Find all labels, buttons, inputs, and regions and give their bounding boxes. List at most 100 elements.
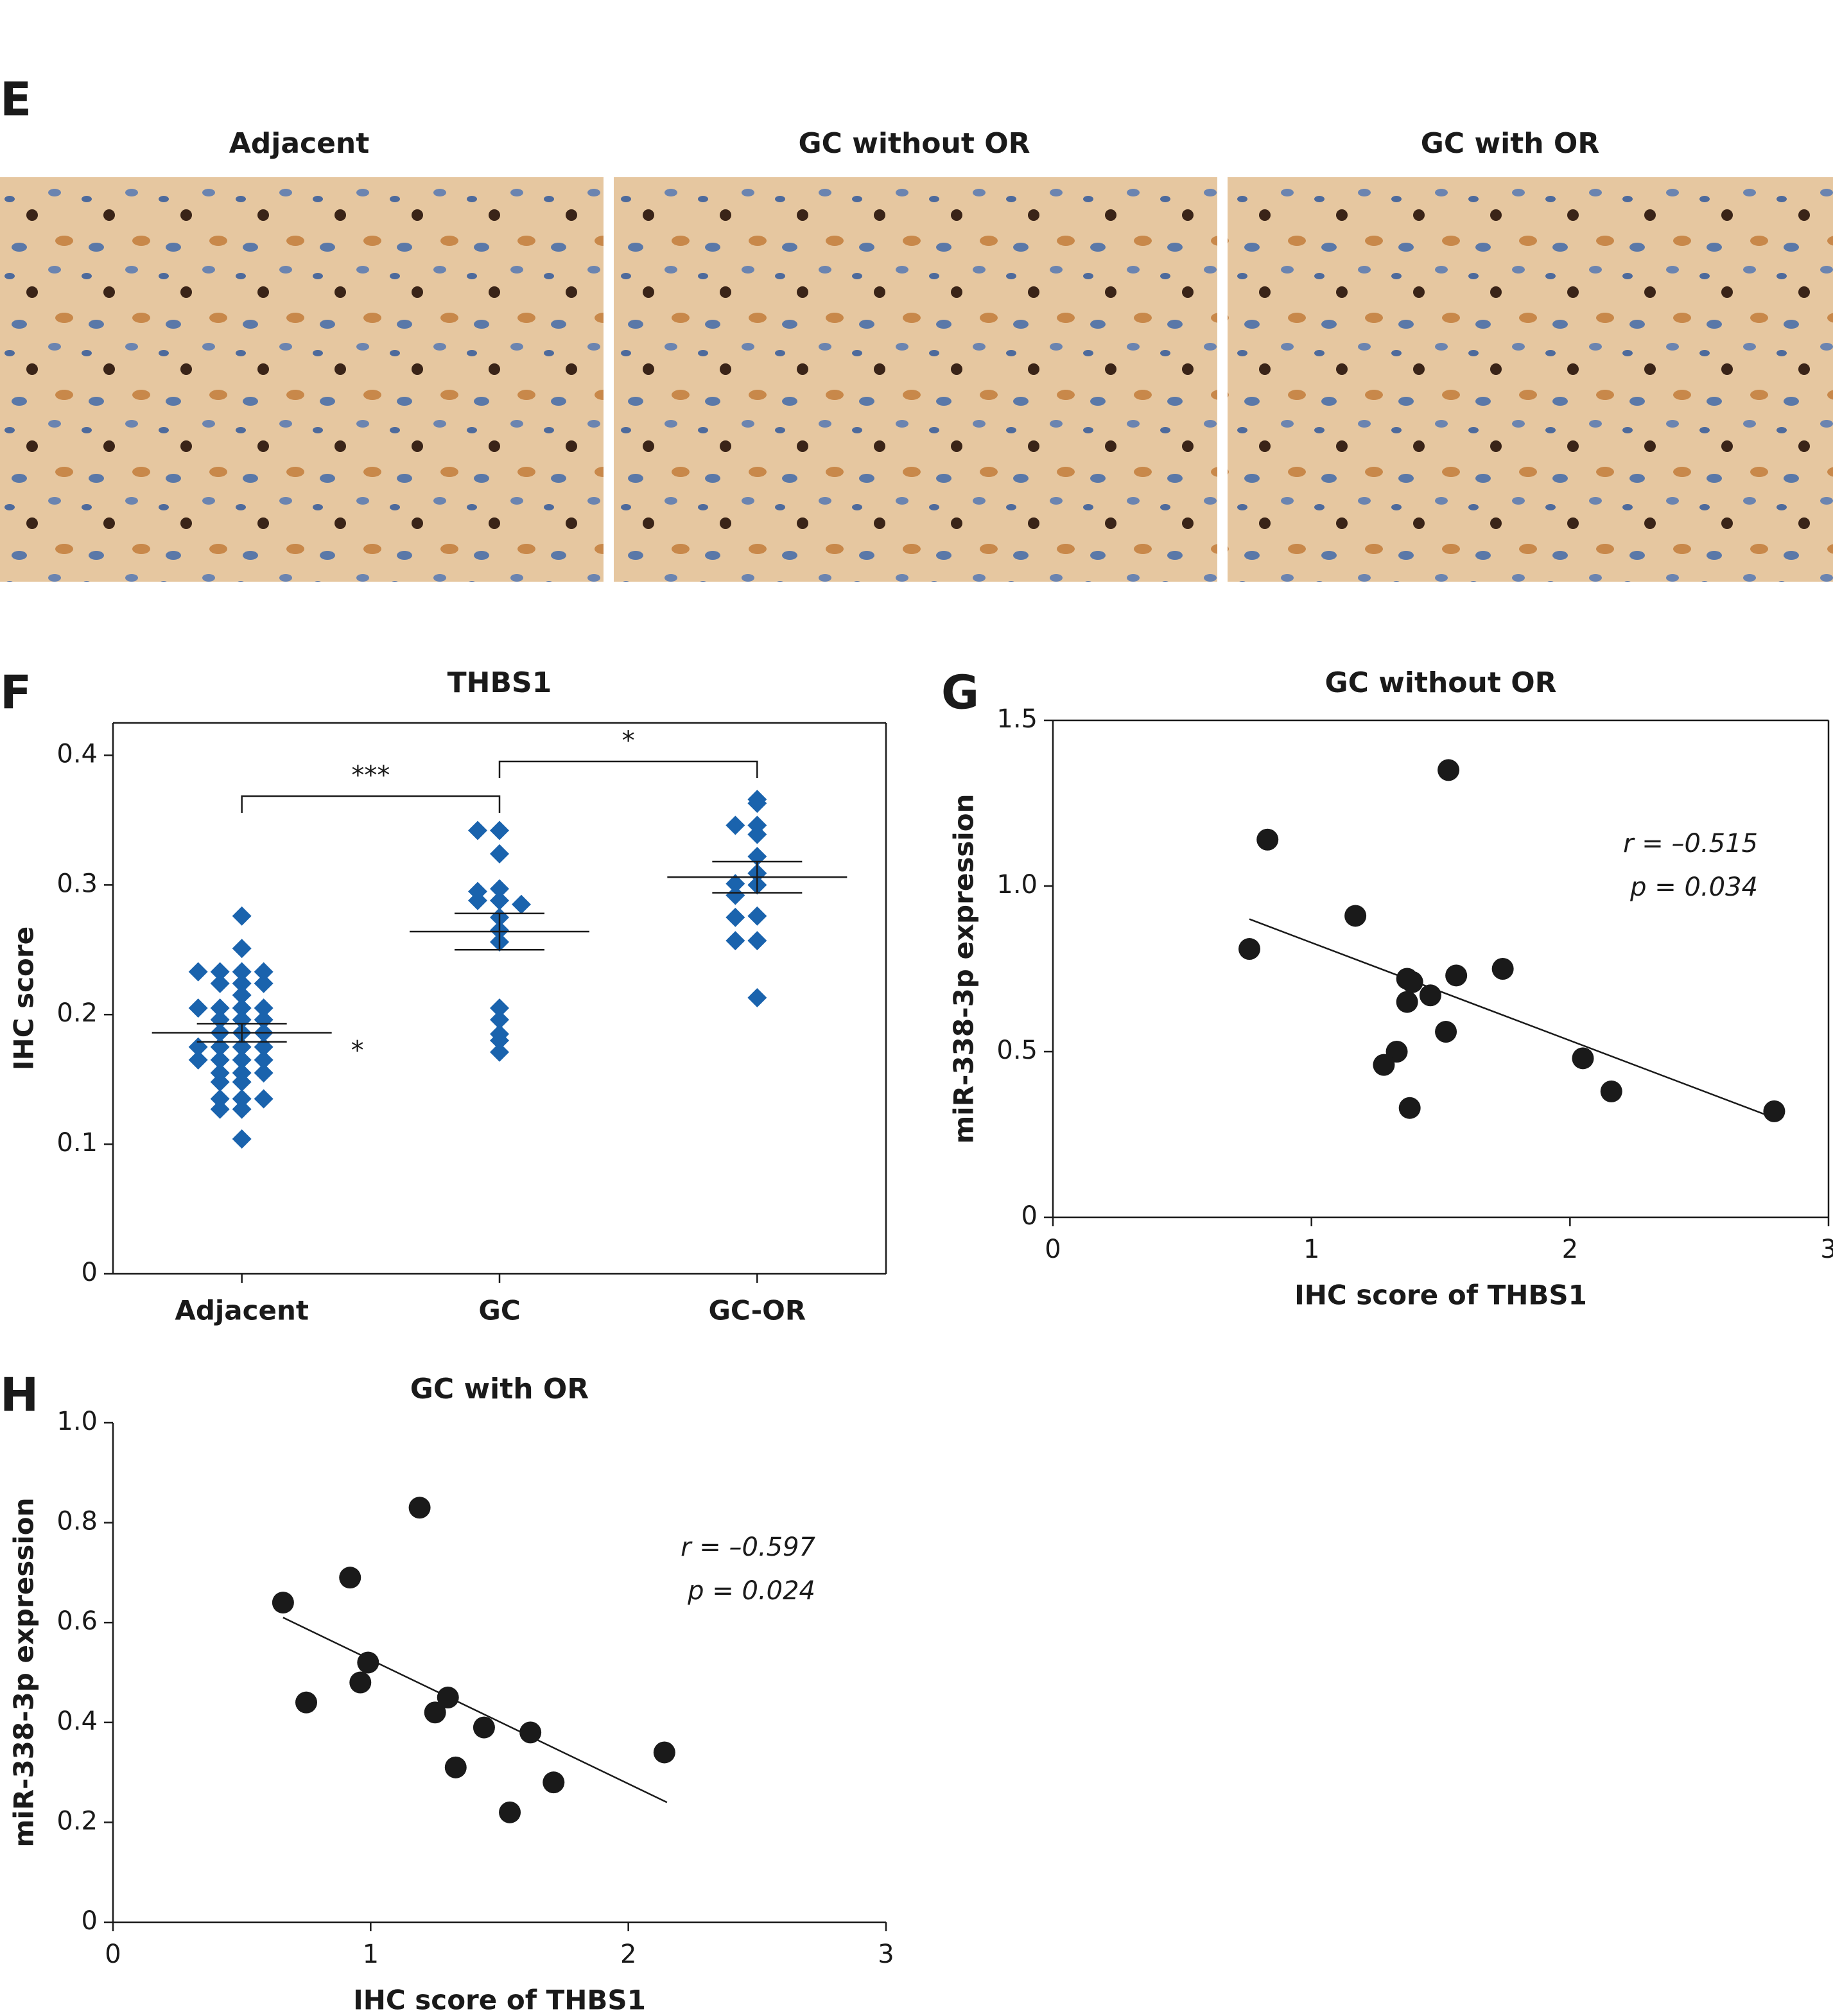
y-tick-label: 0.2 [56, 998, 98, 1028]
x-tick-label: 2 [1562, 1235, 1578, 1264]
chart-title: THBS1 [447, 666, 552, 699]
dot [232, 1089, 252, 1109]
dot [210, 1072, 230, 1092]
point [424, 1701, 446, 1724]
dot [188, 962, 208, 982]
dot [725, 907, 745, 927]
panel-letter: G [941, 666, 979, 720]
dot [210, 1099, 230, 1119]
y-axis-label: miR-338-3p expression [8, 1498, 40, 1848]
image-title: GC without OR [798, 127, 1030, 160]
dot [232, 985, 252, 1005]
image-title: GC with OR [1421, 127, 1599, 160]
dot [232, 1050, 252, 1070]
point [1763, 1100, 1785, 1122]
point [1344, 905, 1367, 927]
point [473, 1716, 495, 1739]
point [357, 1651, 379, 1674]
dot [210, 962, 230, 982]
dot [232, 962, 252, 982]
dot [725, 874, 745, 894]
point [1572, 1047, 1594, 1070]
dot [232, 998, 252, 1018]
dot [254, 1089, 274, 1109]
significance-bracket [498, 760, 758, 778]
y-tick-label: 0.3 [56, 869, 98, 898]
y-tick-label: 1.0 [56, 1407, 98, 1436]
x-tick-label: GC [478, 1295, 520, 1326]
x-axis-label: IHC score of THBS1 [353, 1985, 646, 2014]
dot [490, 844, 509, 864]
dot [490, 1030, 509, 1050]
panel-letter: F [0, 666, 31, 720]
point [408, 1497, 431, 1519]
dot [725, 931, 745, 951]
dot [747, 794, 767, 813]
x-axis-label: IHC score of THBS1 [1294, 1280, 1587, 1311]
y-tick-label: 1.0 [996, 870, 1038, 899]
dot [468, 891, 487, 910]
significance-label: * [622, 726, 635, 756]
dot [490, 1042, 509, 1062]
point [339, 1567, 361, 1589]
histology-image [0, 177, 604, 582]
dot [490, 879, 509, 899]
dot [490, 891, 509, 910]
dot [747, 824, 767, 844]
dot [232, 1010, 252, 1030]
significance-label: *** [351, 761, 390, 790]
dot [210, 973, 230, 993]
point [1398, 1097, 1421, 1119]
dot [747, 987, 767, 1007]
dot [210, 998, 230, 1018]
x-tick-label: 2 [620, 1940, 636, 1969]
stat-annotation: r = –0.515 [1623, 829, 1758, 858]
significance-bracket [241, 795, 501, 813]
point [1600, 1080, 1622, 1102]
panel-letter: H [0, 1368, 39, 1422]
point [272, 1592, 294, 1614]
dot [490, 1010, 509, 1030]
x-tick-label: Adjacent [175, 1295, 309, 1326]
y-tick-label: 0.4 [56, 739, 98, 769]
x-tick-label: 0 [105, 1940, 121, 1969]
y-tick-label: 0.8 [56, 1507, 98, 1536]
y-tick-label: 0 [1021, 1201, 1038, 1231]
fit-line [282, 1617, 668, 1803]
y-tick-label: 0.2 [56, 1806, 98, 1836]
dot [747, 906, 767, 926]
x-tick-label: 3 [878, 1940, 894, 1969]
point [1438, 759, 1460, 781]
point [1238, 938, 1261, 960]
point [1373, 1054, 1395, 1076]
y-tick-label: 0.1 [56, 1128, 98, 1158]
dot [188, 1050, 208, 1070]
y-tick-label: 1.5 [996, 704, 1038, 734]
dot [210, 1050, 230, 1070]
dot [512, 894, 531, 914]
point [519, 1721, 542, 1744]
significance-label: * [351, 1036, 364, 1065]
point [349, 1671, 372, 1694]
dot [232, 973, 252, 993]
dot [210, 1010, 230, 1030]
y-axis-label: IHC score [8, 926, 40, 1070]
dot [725, 885, 745, 905]
stat-annotation: p = 0.034 [1629, 873, 1758, 902]
dot [254, 962, 274, 982]
point [543, 1771, 565, 1794]
point [437, 1686, 459, 1708]
x-tick-label: 0 [1045, 1235, 1061, 1264]
panel-letter: E [0, 73, 31, 126]
dot [725, 815, 745, 835]
y-tick-label: 0.5 [996, 1036, 1038, 1065]
dot [254, 1063, 274, 1083]
point [1491, 958, 1514, 980]
chart-title: GC with OR [410, 1373, 589, 1405]
dot [254, 998, 274, 1018]
dot [254, 973, 274, 993]
x-tick-label: 3 [1820, 1235, 1833, 1264]
dot [490, 821, 509, 840]
